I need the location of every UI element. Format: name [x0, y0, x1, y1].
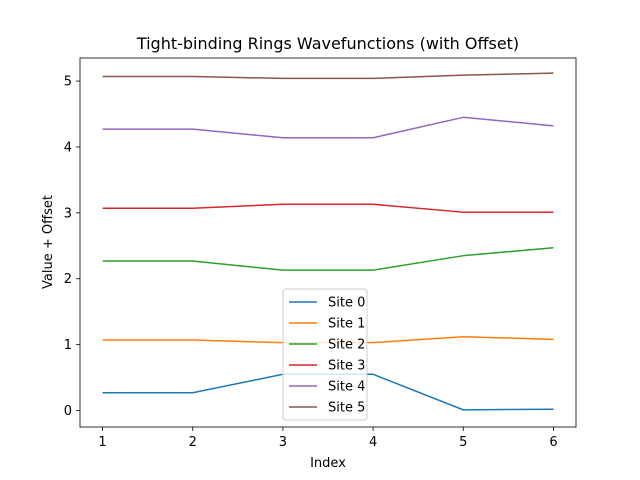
- legend-label-site-4: Site 4: [328, 380, 365, 395]
- legend-label-site-2: Site 2: [328, 338, 365, 353]
- legend-box: [282, 288, 368, 421]
- y-tick-label: 0: [64, 404, 72, 419]
- chart-title: Tight-binding Rings Wavefunctions (with …: [136, 34, 519, 53]
- x-axis-label: Index: [310, 456, 346, 471]
- y-tick-label: 3: [64, 206, 72, 221]
- y-tick-label: 4: [64, 140, 72, 155]
- legend-label-site-5: Site 5: [328, 401, 365, 416]
- legend-label-site-0: Site 0: [328, 296, 365, 311]
- legend-label-site-3: Site 3: [328, 359, 365, 374]
- series-line-site-4: [102, 116, 554, 139]
- plot-frame: [79, 57, 577, 428]
- x-tick-label: 6: [549, 435, 557, 450]
- y-axis-label: Value + Offset: [41, 195, 56, 289]
- y-tick-label: 5: [64, 75, 72, 90]
- x-tick-label: 2: [189, 435, 197, 450]
- x-tick-label: 3: [279, 435, 287, 450]
- x-tick-label: 5: [459, 435, 467, 450]
- y-tick-label: 1: [64, 338, 72, 353]
- y-axis-ticks: 0 1 2 3 4 5: [64, 75, 80, 419]
- x-axis-ticks: 1 2 3 4 5 6: [98, 427, 558, 450]
- y-tick-label: 2: [64, 272, 72, 287]
- legend: Site 0 Site 1 Site 2 Site 3 Site 4 Site 5: [282, 288, 368, 421]
- x-tick-label: 1: [98, 435, 106, 450]
- x-tick-label: 4: [369, 435, 377, 450]
- series-line-site-2: [102, 247, 554, 271]
- series-line-site-3: [102, 203, 554, 213]
- series-line-site-5: [102, 72, 554, 80]
- legend-label-site-1: Site 1: [328, 317, 365, 332]
